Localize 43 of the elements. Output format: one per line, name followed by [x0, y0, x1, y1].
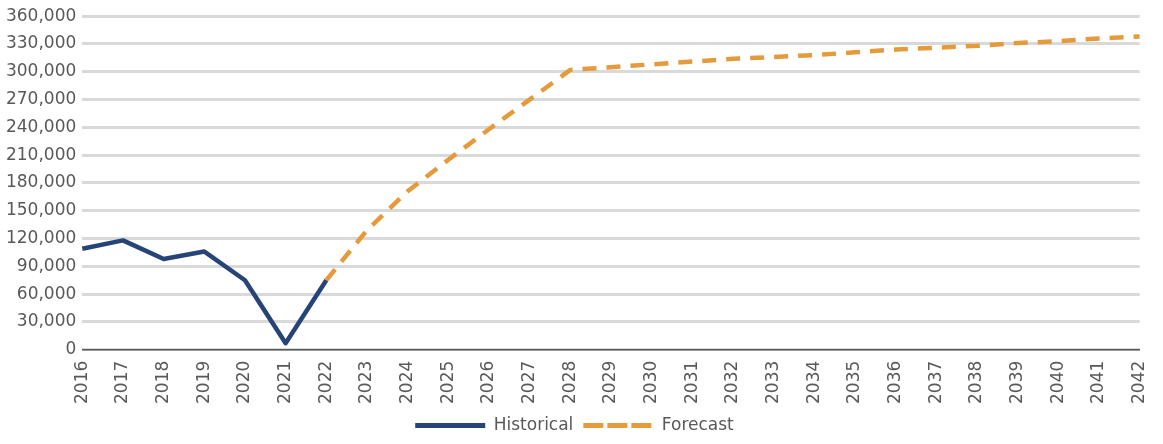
x-tick-label: 2032 — [721, 360, 742, 404]
x-tick-label: 2019 — [192, 360, 213, 404]
y-tick-label: 210,000 — [5, 143, 77, 164]
y-tick-label: 300,000 — [5, 60, 77, 81]
x-tick-label: 2036 — [884, 360, 905, 404]
x-tick-label: 2042 — [1128, 360, 1149, 404]
x-tick-label: 2040 — [1046, 360, 1067, 404]
y-tick-label: 120,000 — [5, 226, 77, 247]
x-tick-label: 2022 — [314, 360, 335, 404]
y-tick-label: 180,000 — [5, 171, 77, 192]
x-tick-label: 2018 — [152, 360, 173, 404]
x-tick-label: 2030 — [640, 360, 661, 404]
x-tick-label: 2041 — [1087, 360, 1108, 404]
legend-label: Historical — [493, 413, 574, 434]
x-tick-label: 2025 — [436, 360, 457, 404]
line-series — [324, 34, 1142, 283]
x-tick-label: 2017 — [111, 360, 132, 404]
x-tick-label: 2037 — [924, 360, 945, 404]
y-tick-label: 270,000 — [5, 88, 77, 109]
x-tick-label: 2035 — [843, 360, 864, 404]
x-tick-label: 2021 — [274, 360, 295, 404]
y-tick-label: 330,000 — [5, 32, 77, 53]
x-tick-label: 2031 — [680, 360, 701, 404]
x-tick-label: 2029 — [599, 360, 620, 404]
x-tick-label: 2016 — [70, 360, 91, 404]
x-tick-label: 2027 — [518, 360, 539, 404]
x-tick-label: 2039 — [1006, 360, 1027, 404]
y-tick-label: 0 — [65, 338, 77, 359]
y-tick-label: 360,000 — [5, 4, 77, 25]
y-tick-label: 60,000 — [16, 282, 77, 303]
x-tick-label: 2038 — [965, 360, 986, 404]
x-tick-label: 2034 — [802, 360, 823, 404]
y-tick-label: 240,000 — [5, 115, 77, 136]
y-tick-label: 90,000 — [16, 254, 77, 275]
x-tick-label: 2033 — [762, 360, 783, 404]
y-tick-label: 30,000 — [16, 310, 77, 331]
x-tick-label: 2023 — [355, 360, 376, 404]
legend-label: Forecast — [661, 413, 735, 434]
x-tick-label: 2024 — [396, 360, 417, 404]
x-tick-label: 2028 — [558, 360, 579, 404]
x-tick-label: 2020 — [233, 360, 254, 404]
y-tick-label: 150,000 — [5, 199, 77, 220]
x-tick-label: 2026 — [477, 360, 498, 404]
